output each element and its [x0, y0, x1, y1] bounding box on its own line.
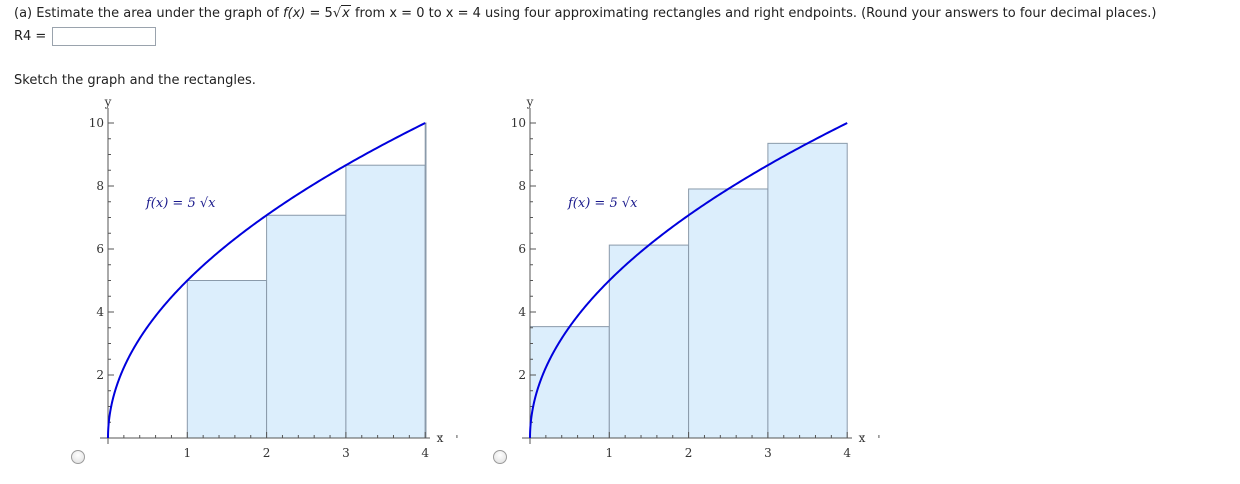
x-axis-label: x — [859, 431, 866, 445]
choice-radio-1[interactable] — [71, 450, 85, 464]
x-tick-label: 4 — [843, 446, 851, 460]
x-tick-label: 2 — [685, 446, 693, 460]
function-radicand: x — [341, 5, 351, 21]
question-text-post: from x = 0 to x = 4 using four approxima… — [354, 6, 1157, 21]
function-name: f(x) — [282, 6, 306, 21]
rectangle-2 — [608, 244, 690, 439]
y-tick-label: 8 — [96, 179, 104, 193]
question-part: (a) — [14, 6, 33, 21]
y-tick-label: 2 — [518, 368, 526, 382]
y-tick-label: 6 — [96, 242, 104, 256]
rectangle-3 — [688, 188, 769, 439]
rectangle-1 — [529, 326, 610, 439]
y-tick-label: 4 — [96, 305, 104, 319]
y-tick-label: 4 — [518, 305, 526, 319]
rectangle-1 — [186, 280, 268, 439]
answer-input[interactable] — [52, 27, 157, 46]
x-tick-label: 1 — [605, 446, 613, 460]
y-tick-label: 10 — [89, 116, 104, 130]
function-curve — [529, 122, 848, 439]
graph-option-2: 2 4 6 8 10 1 2 3 4 y x f(x) = 5 √x — [502, 94, 892, 478]
x-tick-label: 4 — [421, 446, 429, 460]
equals-sign: = — [309, 6, 321, 21]
rectangle-3 — [345, 164, 426, 439]
function-curve — [107, 122, 426, 439]
y-axis-label: y — [104, 95, 112, 109]
function-label: f(x) = 5 √x — [567, 196, 638, 211]
x-axis-label: x — [437, 431, 444, 445]
x-tick-label: 2 — [263, 446, 271, 460]
y-tick-label: 10 — [511, 116, 526, 130]
x-tick-label: 3 — [342, 446, 350, 460]
choice-radio-2[interactable] — [493, 450, 507, 464]
sqrt-icon: √x — [332, 5, 351, 21]
rectangle-4 — [424, 122, 427, 439]
question-text-pre: Estimate the area under the graph of — [36, 6, 279, 21]
y-axis-label: y — [526, 95, 534, 109]
function-coefficient: 5 — [324, 6, 333, 21]
rectangle-4 — [767, 142, 848, 439]
question-text: (a) Estimate the area under the graph of… — [14, 5, 1157, 21]
rectangle-2 — [266, 214, 347, 439]
y-tick-label: 2 — [96, 368, 104, 382]
x-tick-label: 1 — [183, 446, 191, 460]
sketch-label: Sketch the graph and the rectangles. — [14, 73, 256, 88]
answer-label: R4 = — [14, 29, 47, 44]
y-tick-label: 6 — [518, 242, 526, 256]
graph-option-1: 2 4 6 8 10 1 2 3 4 y x f(x) = 5 √x — [80, 94, 470, 478]
function-label: f(x) = 5 √x — [145, 196, 216, 211]
answer-row: R4 = — [14, 27, 157, 46]
x-tick-label: 3 — [764, 446, 772, 460]
y-tick-label: 8 — [518, 179, 526, 193]
